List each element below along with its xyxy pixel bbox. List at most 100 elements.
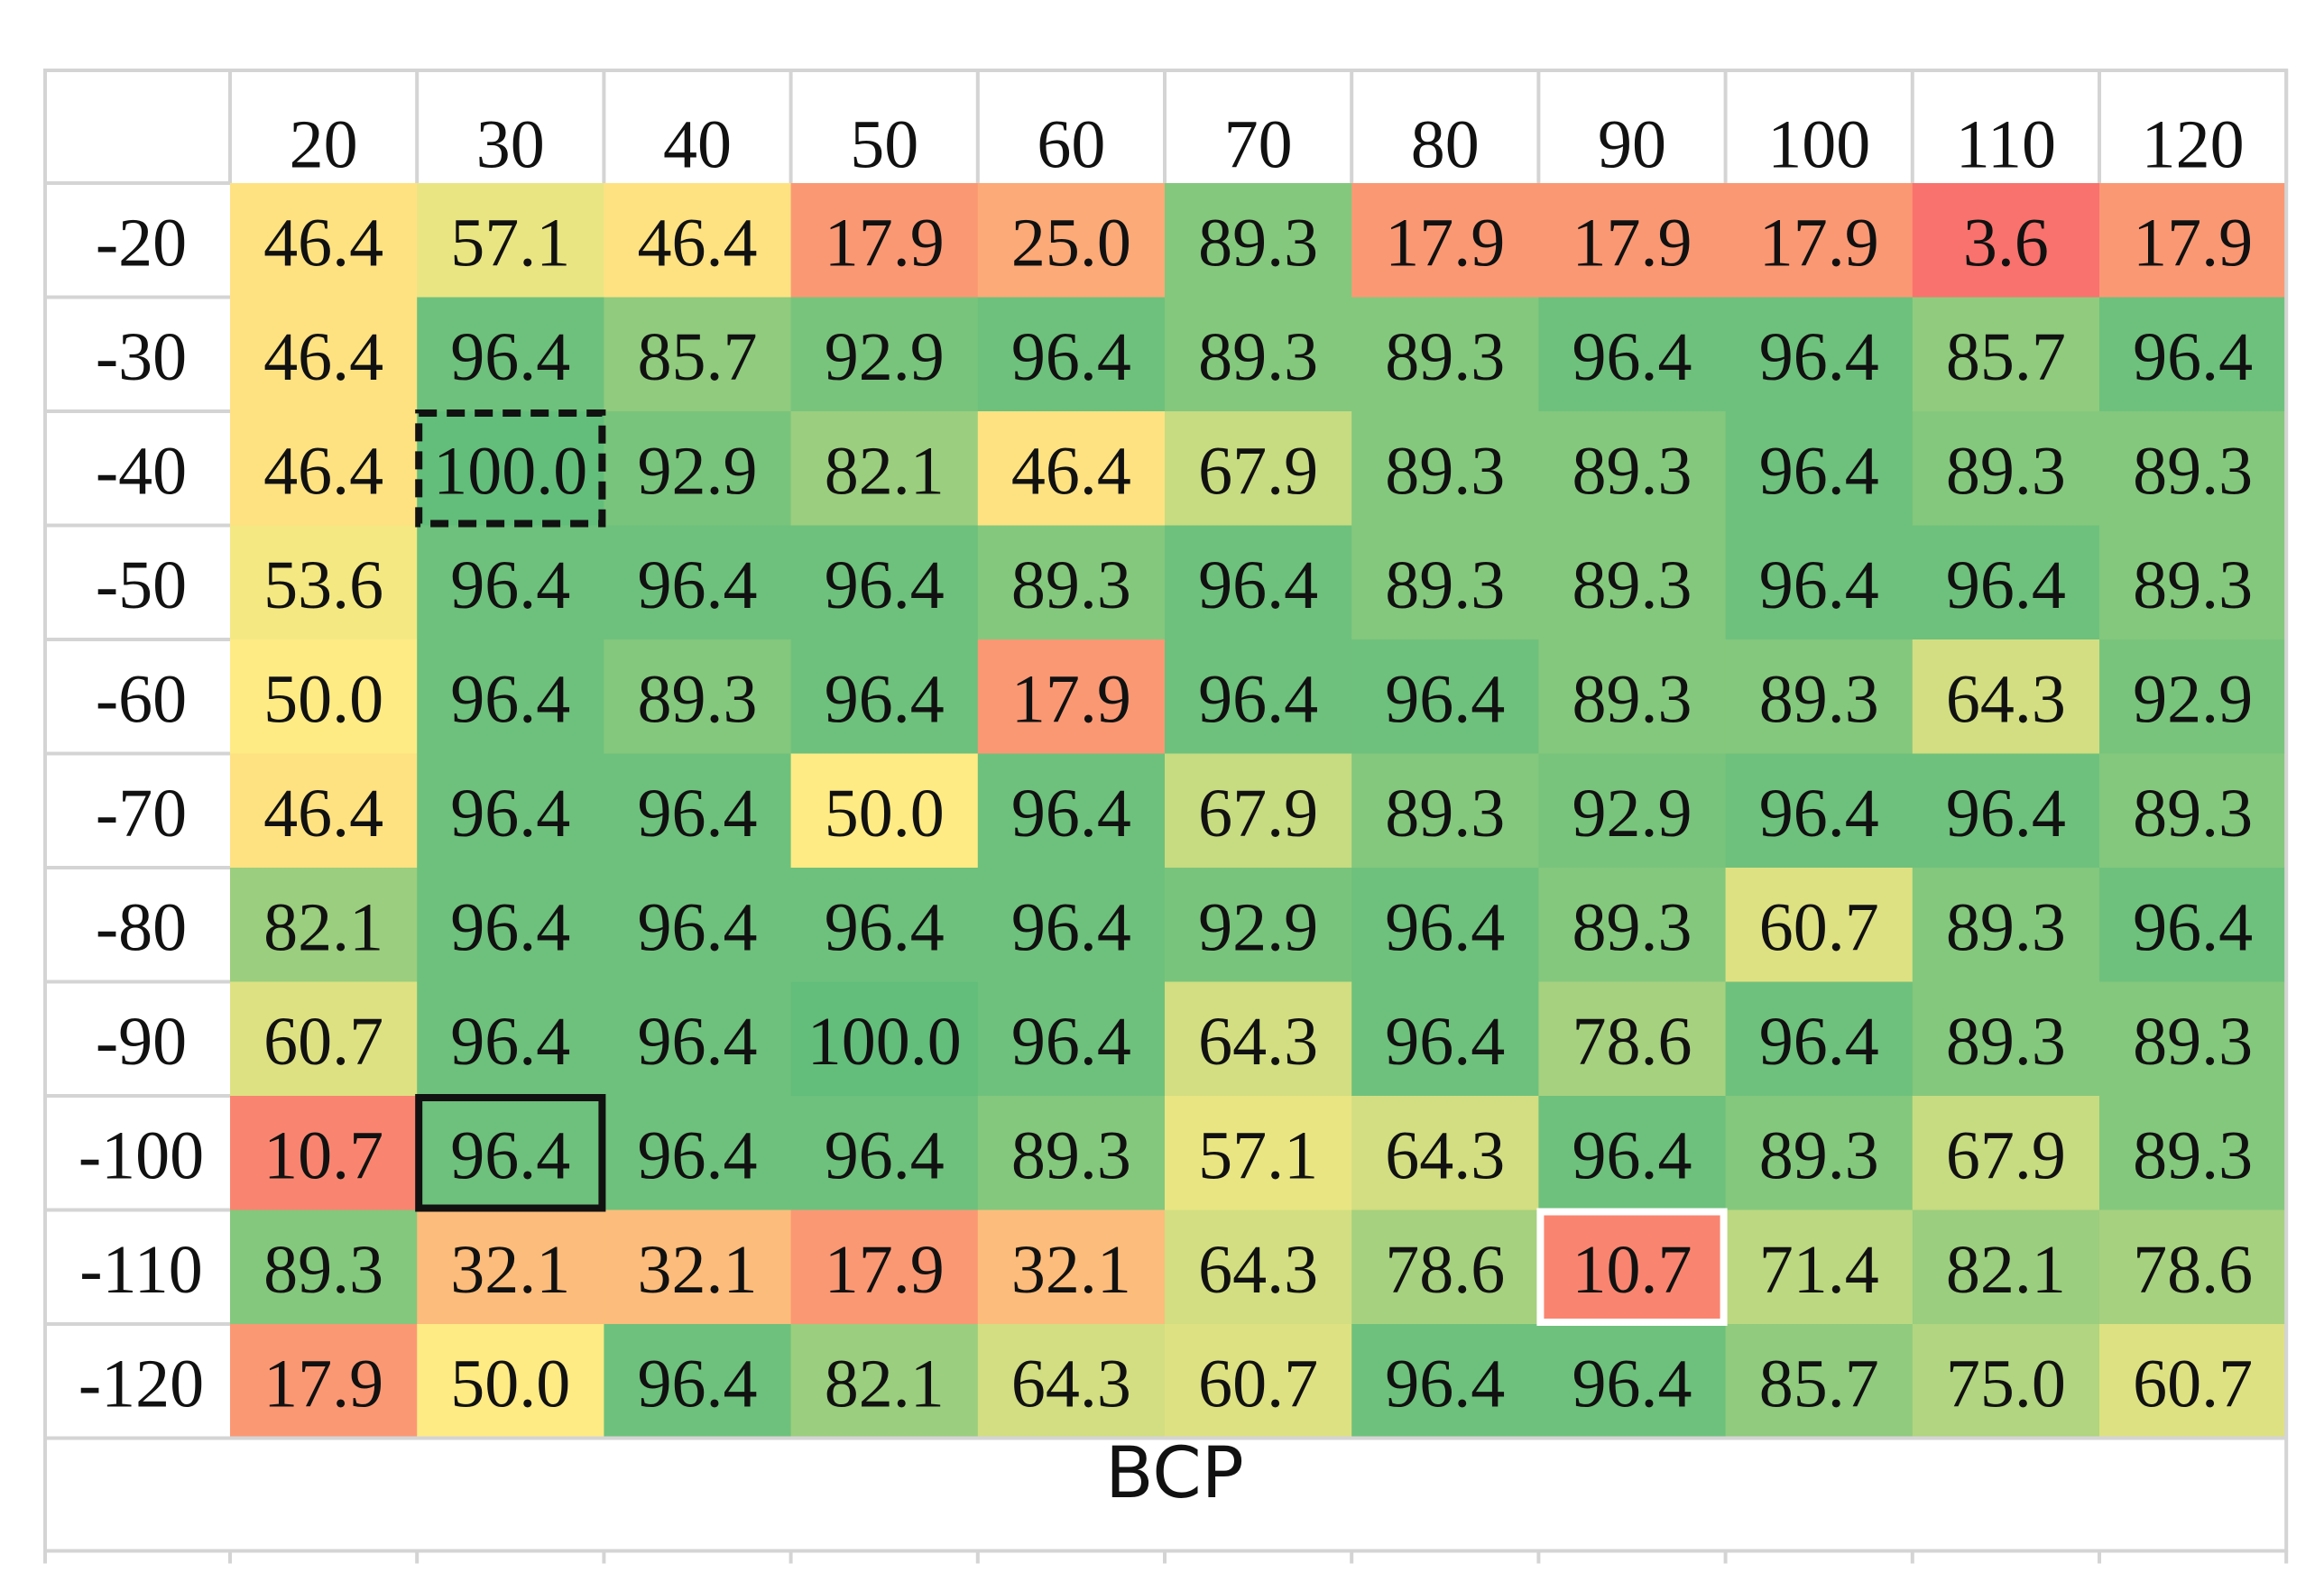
cell-value-label: 17.9 (1572, 205, 1692, 280)
heatmap-cell (977, 1209, 1166, 1325)
highlight-box-solid (415, 1094, 606, 1212)
cell-value-label: 96.4 (450, 661, 570, 737)
cell-value-label: 96.4 (1011, 889, 1131, 965)
cell-value-label: 89.3 (1946, 1004, 2066, 1080)
cell-value-label: 82.1 (263, 889, 383, 965)
cell-value-label: 32.1 (638, 1232, 758, 1308)
cell-value-label: 89.3 (1011, 547, 1131, 623)
heatmap-cell (2099, 639, 2287, 755)
cell-value-label: 89.3 (2133, 433, 2253, 509)
x-tick-label: 110 (1956, 107, 2056, 183)
cell-value-label: 96.4 (450, 547, 570, 623)
heatmap-cell (1912, 1209, 2100, 1325)
heatmap-cell (1725, 868, 1914, 983)
cell-value-label: 89.3 (1572, 661, 1692, 737)
heatmap-cell (1912, 525, 2100, 640)
heatmap-cell (1538, 183, 1727, 299)
heatmap-cell (1351, 981, 1539, 1097)
heatmap-cell (2099, 411, 2287, 527)
cell-value-label: 96.4 (1572, 1117, 1692, 1193)
heatmap-cell (1725, 1096, 1914, 1211)
cell-value-label: 96.4 (1011, 319, 1131, 395)
cell-value-label: 64.3 (1946, 661, 2066, 737)
cell-value-label: 89.3 (2133, 776, 2253, 851)
cell-value-label: 67.9 (1946, 1117, 2066, 1193)
heatmap-cell (604, 753, 792, 869)
heatmap-cell (977, 868, 1166, 983)
heatmap-labels: 46.4 57.1 46.4 17.9 25.0 89.3 17.9 17.9 17.9 3.6 1… (78, 107, 2253, 1422)
cell-value-label: 60.7 (263, 1004, 383, 1080)
x-tick-label: 40 (663, 107, 732, 183)
cell-value-label: 89.3 (1946, 433, 2066, 509)
cell-value-label: 67.9 (1198, 433, 1318, 509)
cell-value-label: 10.7 (263, 1117, 383, 1193)
heatmap-cell (604, 1324, 792, 1439)
cell-value-label: 96.4 (638, 889, 758, 965)
heatmap-cell (2099, 1324, 2287, 1439)
y-tick-label: -90 (96, 1004, 187, 1080)
cell-value-label: 89.3 (1385, 433, 1505, 509)
heatmap-cells (230, 183, 2287, 1439)
cell-value-label: 60.7 (1759, 889, 1879, 965)
cell-value-label: 85.7 (1759, 1346, 1879, 1421)
heatmap-cell (1538, 868, 1727, 983)
cell-value-label: 50.0 (450, 1346, 570, 1421)
x-tick-label: 30 (476, 107, 545, 183)
cell-value-label: 50.0 (263, 661, 383, 737)
heatmap-cell (230, 639, 418, 755)
highlight-box-white (1536, 1208, 1728, 1326)
heatmap-cell (604, 411, 792, 527)
cell-value-label: 96.4 (450, 889, 570, 965)
heatmap-cell (2099, 1096, 2287, 1211)
heatmap-cell (1165, 525, 1352, 640)
heatmap-cell (1351, 411, 1539, 527)
cell-value-label: 92.9 (1572, 776, 1692, 851)
heatmap-cell (417, 639, 604, 755)
heatmap-cell (417, 753, 604, 869)
cell-value-label: 17.9 (825, 205, 945, 280)
heatmap-cell (230, 1096, 418, 1211)
cell-value-label: 50.0 (825, 776, 945, 851)
heatmap-cell (2099, 183, 2287, 299)
heatmap-cell (1538, 981, 1727, 1097)
heatmap-cell (604, 981, 792, 1097)
y-tick-label: -120 (78, 1346, 204, 1421)
heatmap-cell (230, 868, 418, 983)
heatmap-cell (1725, 639, 1914, 755)
heatmap-cell (604, 639, 792, 755)
heatmap-cell (1538, 753, 1727, 869)
cell-value-label: 96.4 (638, 1004, 758, 1080)
heatmap-cell (417, 868, 604, 983)
x-tick-label: 70 (1224, 107, 1293, 183)
heatmap-cell (1165, 639, 1352, 755)
cell-value-label: 96.4 (2133, 889, 2253, 965)
heatmap-cell (1725, 525, 1914, 640)
cell-value-label: 46.4 (638, 205, 758, 280)
cell-value-label: 82.1 (1946, 1232, 2066, 1308)
heatmap-cell (604, 1209, 792, 1325)
cell-value-label: 89.3 (1572, 433, 1692, 509)
y-tick-label: -30 (96, 319, 187, 395)
heatmap-cell (604, 297, 792, 412)
y-tick-label: -40 (96, 433, 187, 509)
y-tick-label: -60 (96, 661, 187, 737)
heatmap-cell (1725, 753, 1914, 869)
heatmap-cell (790, 1324, 979, 1439)
heatmap-cell (230, 411, 418, 527)
cell-value-label: 78.6 (1572, 1004, 1692, 1080)
cell-value-label: 17.9 (2133, 205, 2253, 280)
heatmap-cell (230, 297, 418, 412)
cell-value-label: 78.6 (2133, 1232, 2253, 1308)
cell-value-label: 89.3 (1011, 1117, 1131, 1193)
heatmap-cell (417, 411, 604, 527)
heatmap-cell (790, 1209, 979, 1325)
heatmap-cell (417, 981, 604, 1097)
heatmap-cell (1351, 753, 1539, 869)
cell-value-label: 32.1 (450, 1232, 570, 1308)
heatmap-cell (2099, 1209, 2287, 1325)
cell-value-label: 96.4 (1011, 1004, 1131, 1080)
cell-value-label: 82.1 (825, 1346, 945, 1421)
cell-value-label: 60.7 (1198, 1346, 1318, 1421)
heatmap-cell (1165, 411, 1352, 527)
cell-value-label: 64.3 (1011, 1346, 1131, 1421)
